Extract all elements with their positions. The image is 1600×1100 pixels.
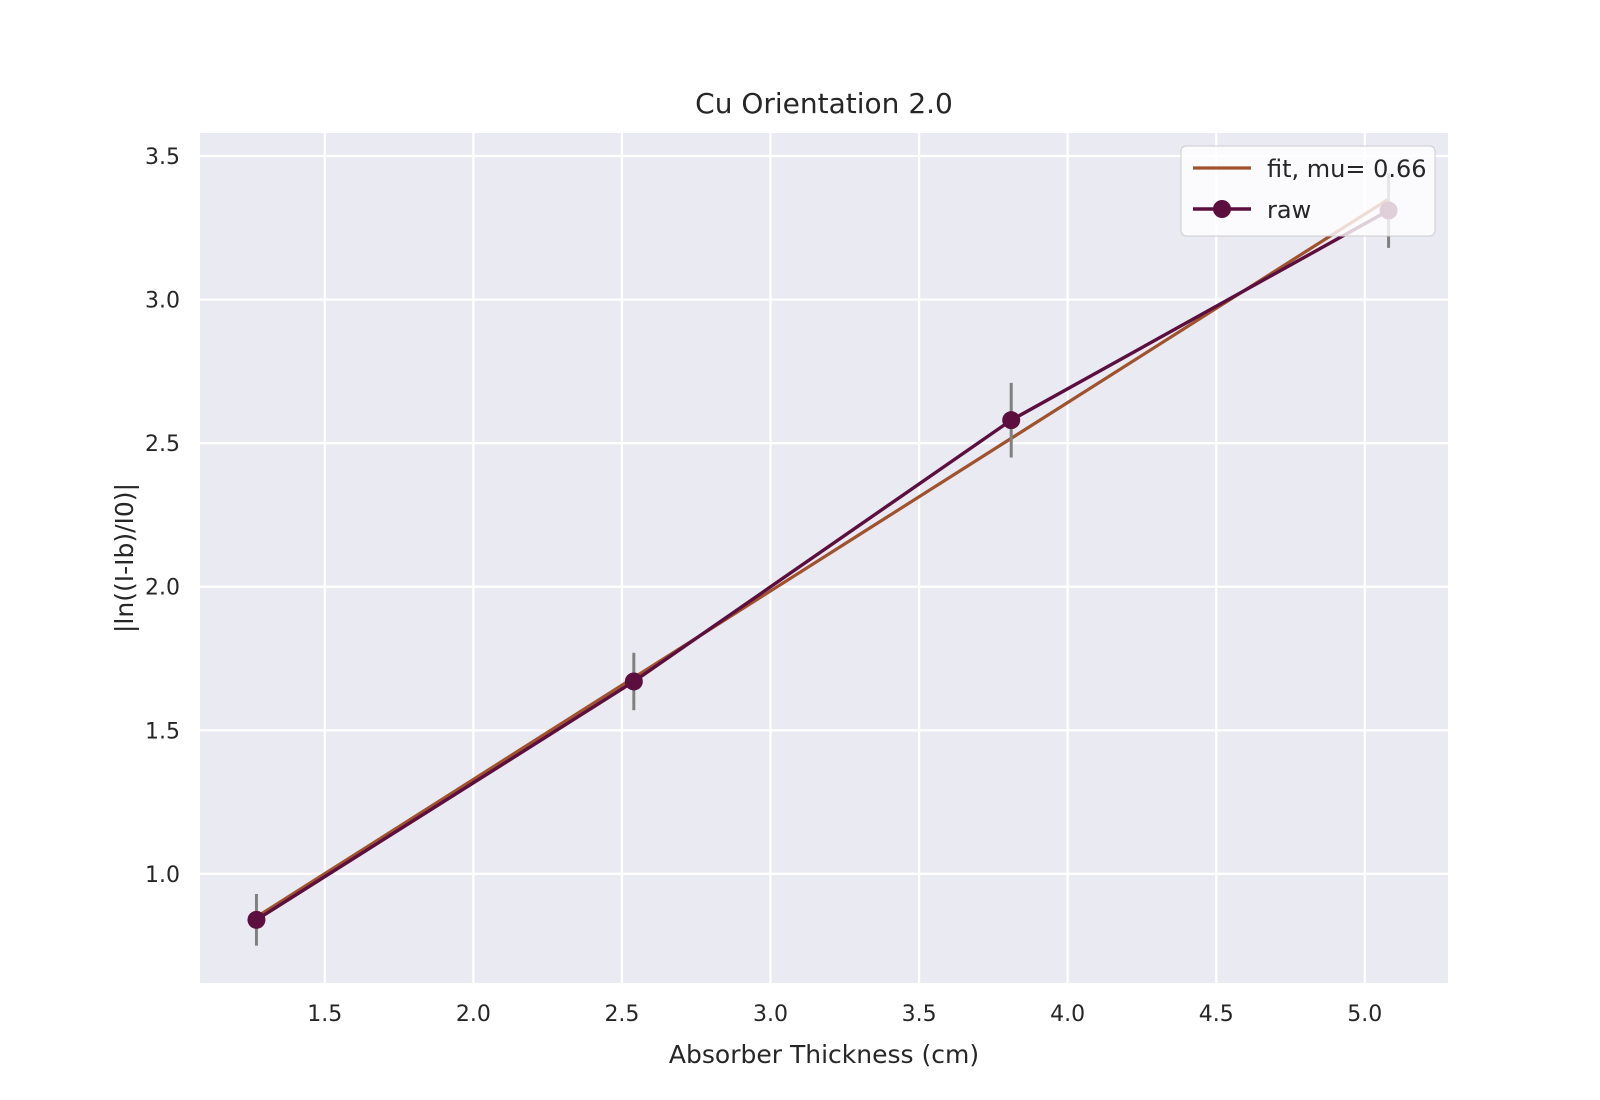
raw-point (1002, 411, 1021, 430)
axis-ticks: 1.5 2.0 2.5 3.0 3.5 4.0 4.5 5.0 1.0 1.5 2.0 2.5 3.0 3… (145, 145, 1382, 1027)
x-tick-label: 3.5 (902, 1002, 937, 1027)
legend-raw-marker (1213, 200, 1231, 218)
x-tick-label: 2.0 (456, 1002, 491, 1027)
fit-series (255, 197, 1390, 919)
y-tick-label: 2.0 (145, 576, 180, 601)
raw-line (255, 209, 1390, 922)
raw-point (624, 672, 643, 691)
y-tick-label: 3.5 (145, 145, 180, 170)
y-axis-label: |ln((I-Ib)/I0)| (110, 483, 139, 633)
x-tick-label: 3.0 (753, 1002, 788, 1027)
y-tick-label: 1.5 (145, 719, 180, 744)
legend-fit-label: fit, mu= 0.66 (1267, 155, 1427, 183)
chart-title: Cu Orientation 2.0 (695, 87, 953, 120)
x-axis-label: Absorber Thickness (cm) (669, 1040, 979, 1069)
x-tick-label: 1.5 (307, 1002, 342, 1027)
x-tick-label: 2.5 (604, 1002, 639, 1027)
x-tick-label: 4.5 (1199, 1002, 1234, 1027)
legend-raw-label: raw (1267, 196, 1311, 224)
x-tick-label: 4.0 (1050, 1002, 1085, 1027)
legend: fit, mu= 0.66 raw (1180, 145, 1436, 237)
x-tick-label: 5.0 (1347, 1002, 1382, 1027)
raw-point (247, 910, 266, 929)
grid (200, 133, 1448, 983)
y-tick-label: 1.0 (145, 863, 180, 888)
y-tick-label: 2.5 (145, 432, 180, 457)
y-tick-label: 3.0 (145, 289, 180, 314)
fit-line (255, 197, 1390, 919)
